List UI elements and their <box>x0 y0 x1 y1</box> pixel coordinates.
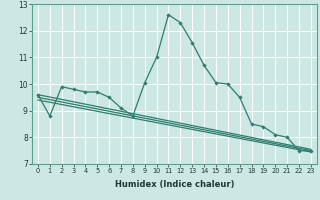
X-axis label: Humidex (Indice chaleur): Humidex (Indice chaleur) <box>115 180 234 189</box>
